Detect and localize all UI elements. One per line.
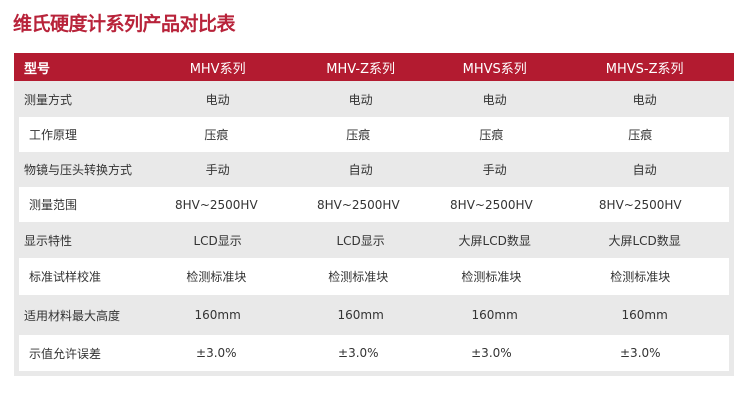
table-cell: 8HV~2500HV bbox=[316, 197, 400, 212]
table-cell: LCD显示 bbox=[193, 233, 242, 248]
table-cell: ±3.0% bbox=[338, 346, 379, 360]
table-cell: 8HV~2500HV bbox=[598, 197, 682, 212]
table-row: 物镜与压头转换方式 手动 自动 手动 自动 bbox=[14, 152, 734, 187]
header-cell: MHV-Z系列 bbox=[326, 61, 395, 77]
table-cell: 大屏LCD数显 bbox=[458, 233, 531, 248]
table-cell: 160mm bbox=[621, 308, 668, 322]
table-cell: 电动 bbox=[632, 92, 657, 107]
table-cell: 160mm bbox=[337, 308, 384, 322]
table-cell: 检测标准块 bbox=[610, 270, 671, 284]
comparison-table: 型号 MHV系列 MHV-Z系列 MHVS系列 MHVS-Z系列 测量方式 电动 电动 电动 电… bbox=[14, 53, 734, 376]
table-header: 型号 MHV系列 MHV-Z系列 MHVS系列 MHVS-Z系列 bbox=[14, 53, 734, 81]
table-cell: LCD显示 bbox=[336, 233, 385, 248]
table-cell: 压痕 bbox=[628, 128, 653, 142]
table-row: 工作原理 压痕 压痕 压痕 压痕 bbox=[19, 117, 729, 152]
table-cell: 检测标准块 bbox=[461, 270, 522, 284]
row-label: 工作原理 bbox=[29, 128, 78, 142]
table-cell: 电动 bbox=[348, 92, 373, 107]
table-cell: 检测标准块 bbox=[328, 270, 389, 284]
table-cell: 160mm bbox=[471, 308, 518, 322]
row-label: 测量方式 bbox=[24, 92, 73, 107]
table-cell: ±3.0% bbox=[620, 346, 661, 360]
row-label: 显示特性 bbox=[24, 233, 73, 248]
header-cell: MHV系列 bbox=[189, 61, 246, 77]
table-cell: 检测标准块 bbox=[186, 270, 247, 284]
row-label: 测量范围 bbox=[29, 198, 78, 212]
header-cell: MHVS-Z系列 bbox=[605, 61, 684, 77]
table-cell: 压痕 bbox=[479, 128, 504, 142]
row-label: 示值允许误差 bbox=[29, 346, 102, 361]
table-cell: 电动 bbox=[205, 92, 230, 107]
table-row: 示值允许误差 ±3.0% ±3.0% ±3.0% ±3.0% bbox=[19, 335, 729, 371]
table-cell: 手动 bbox=[482, 163, 507, 177]
table-row: 测量方式 电动 电动 电动 电动 bbox=[14, 81, 734, 117]
table-cell: ±3.0% bbox=[196, 346, 237, 360]
header-cell: MHVS系列 bbox=[462, 61, 527, 77]
table-cell: 手动 bbox=[205, 163, 230, 177]
table-row: 适用材料最大高度 160mm 160mm 160mm 160mm bbox=[14, 295, 734, 335]
header-cell: 型号 bbox=[24, 61, 51, 77]
table-cell: 8HV~2500HV bbox=[450, 197, 533, 212]
table-cell: 自动 bbox=[348, 163, 373, 177]
page-title: 维氏硬度计系列产品对比表 bbox=[13, 13, 236, 35]
table-cell: 自动 bbox=[632, 163, 657, 177]
row-label: 标准试样校准 bbox=[29, 270, 102, 284]
row-label: 适用材料最大高度 bbox=[24, 308, 121, 323]
table-cell: 160mm bbox=[194, 308, 241, 322]
table-cell: ±3.0% bbox=[471, 346, 512, 360]
table-cell: 大屏LCD数显 bbox=[608, 233, 681, 248]
table-cell: 压痕 bbox=[204, 128, 229, 142]
table-row: 测量范围 8HV~2500HV 8HV~2500HV 8HV~2500HV 8HV~25… bbox=[19, 187, 729, 222]
table-row: 标准试样校准 检测标准块 检测标准块 检测标准块 检测标准块 bbox=[19, 258, 729, 295]
row-label: 物镜与压头转换方式 bbox=[24, 163, 133, 177]
table-row: 显示特性 LCD显示 LCD显示 大屏LCD数显 大屏LCD数显 bbox=[14, 222, 734, 258]
table-cell: 电动 bbox=[482, 92, 507, 107]
table-cell: 8HV~2500HV bbox=[174, 197, 258, 212]
table-cell: 压痕 bbox=[346, 128, 371, 142]
